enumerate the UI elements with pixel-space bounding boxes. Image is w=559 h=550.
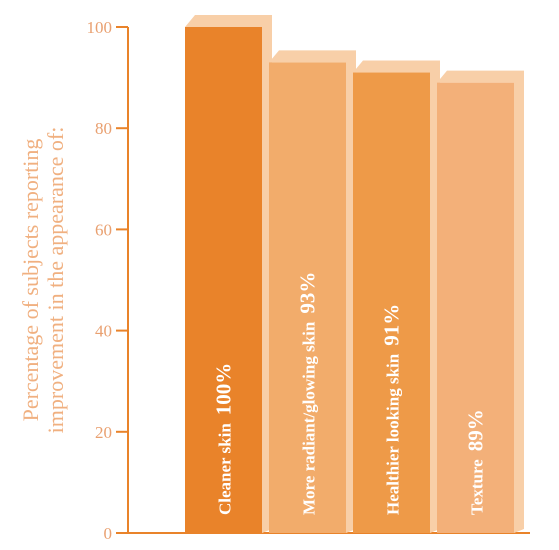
bar (437, 82, 514, 533)
bar (269, 62, 346, 534)
bar-label: More radiant/glowing skin 93% (296, 272, 320, 515)
category-label: More radiant/glowing skin (300, 321, 319, 515)
bar-depth (353, 60, 440, 533)
bar (353, 72, 430, 533)
bar-label: Cleaner skin 100% (212, 363, 236, 515)
y-tick-label: 40 (95, 322, 112, 341)
category-label: Healthier looking skin (384, 353, 403, 515)
bar-depth (269, 50, 356, 534)
category-label: Texture (468, 459, 487, 515)
bar (185, 27, 262, 533)
y-tick-label: 20 (95, 423, 112, 442)
y-axis-title-line: improvement in the appearance of: (43, 127, 68, 434)
y-tick-label: 100 (87, 18, 113, 37)
value-label: 89% (464, 409, 488, 451)
y-axis-title-line: Percentage of subjects reporting (18, 139, 43, 422)
y-tick-label: 80 (95, 119, 112, 138)
bar-depth (185, 15, 272, 533)
bar-label: Texture 89% (464, 409, 488, 515)
value-label: 91% (380, 304, 404, 346)
y-axis-title: Percentage of subjects reporting improve… (18, 127, 68, 434)
value-label: 93% (296, 272, 320, 314)
y-tick-label: 60 (95, 220, 112, 239)
category-label: Cleaner skin (216, 423, 235, 515)
y-tick-label: 0 (104, 524, 113, 543)
value-label: 100% (212, 363, 236, 416)
bar-label: Healthier looking skin 91% (380, 304, 404, 515)
bar-depth (437, 70, 524, 533)
